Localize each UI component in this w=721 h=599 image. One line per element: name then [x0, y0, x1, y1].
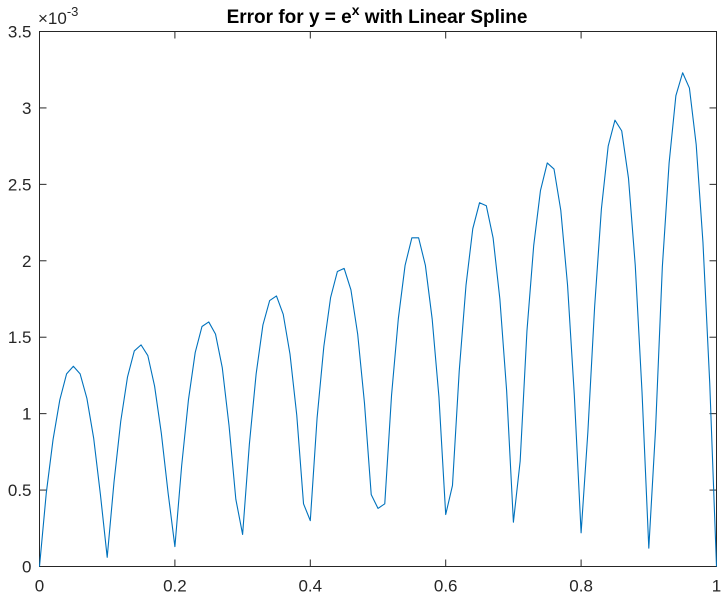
chart-title-suffix: with Linear Spline — [360, 7, 528, 28]
y-tick-label: 1.5 — [8, 328, 32, 347]
x-tick-label: 0.6 — [434, 577, 458, 596]
x-tick-label: 0.8 — [569, 577, 593, 596]
plot-area: 0 0.2 0.4 0.6 0.8 1 0 0.5 1 1.5 2 2.5 3 3.5 — [8, 23, 721, 596]
x-tick-label: 0.2 — [163, 577, 187, 596]
x-axis: 0 0.2 0.4 0.6 0.8 1 — [35, 31, 721, 596]
x-tick-label: 0 — [35, 577, 44, 596]
y-exponent-base: ×10 — [38, 9, 67, 28]
chart-title-superscript: x — [352, 2, 360, 18]
y-tick-label: 2.5 — [8, 175, 32, 194]
y-tick-label: 3.5 — [8, 23, 32, 42]
x-tick-label: 0.4 — [298, 577, 322, 596]
series-line — [38, 72, 718, 567]
x-tick-label: 1 — [712, 577, 721, 596]
axes-box — [39, 31, 717, 567]
y-tick-label: 1 — [22, 405, 31, 424]
y-tick-label: 3 — [22, 99, 31, 118]
chart-title: Error for y = ex with Linear Spline — [227, 2, 528, 28]
series-group — [38, 72, 718, 567]
chart-title-prefix: Error for y = e — [227, 7, 352, 28]
y-exponent-label: ×10-3 — [38, 4, 78, 28]
y-axis: 0 0.5 1 1.5 2 2.5 3 3.5 — [8, 23, 717, 577]
y-tick-label: 0.5 — [8, 481, 32, 500]
y-exponent-power: -3 — [67, 4, 79, 19]
y-tick-label: 0 — [22, 558, 31, 577]
y-tick-label: 2 — [22, 252, 31, 271]
